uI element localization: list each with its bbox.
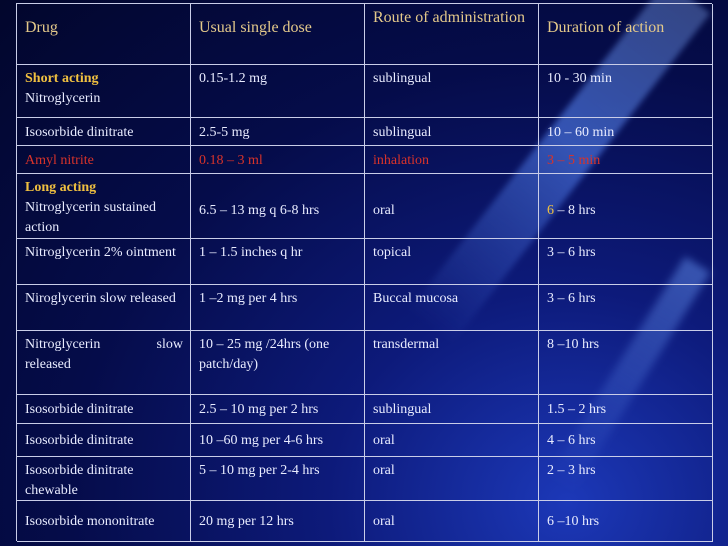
cell-drug: Long acting Nitroglycerin sustained acti… bbox=[17, 174, 191, 239]
header-dose: Usual single dose bbox=[191, 4, 365, 65]
cell-dose: 0.15-1.2 mg bbox=[191, 65, 365, 118]
cell-drug: Nitroglycerin 2% ointment bbox=[17, 239, 191, 285]
cell-route: oral bbox=[365, 501, 539, 542]
header-duration: Duration of action bbox=[539, 4, 713, 65]
cell-dose: 2.5-5 mg bbox=[191, 118, 365, 146]
cell-route: sublingual bbox=[365, 395, 539, 424]
cell-duration: 10 – 60 min bbox=[539, 118, 713, 146]
cell-duration: 1.5 – 2 hrs bbox=[539, 395, 713, 424]
cell-dose: 20 mg per 12 hrs bbox=[191, 501, 365, 542]
cell-drug: Amyl nitrite bbox=[17, 146, 191, 174]
cell-route: topical bbox=[365, 239, 539, 285]
drug-name: Nitroglycerin sustained action bbox=[25, 200, 157, 235]
cell-drug: Niroglycerin slow released bbox=[17, 285, 191, 331]
drug-table: Drug Usual single dose Route of administ… bbox=[16, 3, 713, 542]
header-route: Route of administration bbox=[365, 4, 539, 65]
cell-dose: 0.18 – 3 ml bbox=[191, 146, 365, 174]
cell-route: transdermal bbox=[365, 331, 539, 395]
cell-drug: Isosorbide mononitrate bbox=[17, 501, 191, 542]
drug-line-1-right: slow bbox=[156, 337, 183, 352]
cell-duration: 3 – 6 hrs bbox=[539, 285, 713, 331]
cell-dose: 10 –60 mg per 4-6 hrs bbox=[191, 424, 365, 457]
cell-duration: 6 –10 hrs bbox=[539, 501, 713, 542]
drug-line-1: Nitroglycerin slow bbox=[25, 335, 183, 355]
cell-dose: 6.5 – 13 mg q 6-8 hrs bbox=[191, 174, 365, 239]
cell-route: sublingual bbox=[365, 118, 539, 146]
cell-duration: 2 – 3 hrs bbox=[539, 457, 713, 501]
header-drug: Drug bbox=[17, 4, 191, 65]
cell-route: inhalation bbox=[365, 146, 539, 174]
duration-rest: – 8 hrs bbox=[554, 203, 596, 218]
cell-duration: 6 – 8 hrs bbox=[539, 174, 713, 239]
duration-prefix: 6 bbox=[547, 203, 554, 218]
cell-dose: 5 – 10 mg per 2-4 hrs bbox=[191, 457, 365, 501]
cell-route: oral bbox=[365, 174, 539, 239]
drug-name: Nitroglycerin bbox=[25, 91, 101, 106]
cell-drug: Isosorbide dinitrate bbox=[17, 424, 191, 457]
drug-line-2: released bbox=[25, 357, 71, 372]
cell-drug: Isosorbide dinitrate bbox=[17, 395, 191, 424]
cell-route: sublingual bbox=[365, 65, 539, 118]
cell-dose: 10 – 25 mg /24hrs (one patch/day) bbox=[191, 331, 365, 395]
cell-drug: Isosorbide dinitrate bbox=[17, 118, 191, 146]
cell-duration: 3 – 5 min bbox=[539, 146, 713, 174]
cell-dose: 2.5 – 10 mg per 2 hrs bbox=[191, 395, 365, 424]
cell-drug: Isosorbide dinitrate chewable bbox=[17, 457, 191, 501]
drug-line-1-left: Nitroglycerin bbox=[25, 337, 101, 352]
cell-duration: 10 - 30 min bbox=[539, 65, 713, 118]
cell-dose: 1 –2 mg per 4 hrs bbox=[191, 285, 365, 331]
cell-duration: 8 –10 hrs bbox=[539, 331, 713, 395]
cell-route: Buccal mucosa bbox=[365, 285, 539, 331]
cell-route: oral bbox=[365, 457, 539, 501]
section-label-long-acting: Long acting bbox=[25, 180, 97, 195]
cell-drug: Nitroglycerin slow released bbox=[17, 331, 191, 395]
cell-drug: Short acting Nitroglycerin bbox=[17, 65, 191, 118]
cell-route: oral bbox=[365, 424, 539, 457]
section-label-short-acting: Short acting bbox=[25, 71, 99, 86]
cell-duration: 3 – 6 hrs bbox=[539, 239, 713, 285]
cell-dose: 1 – 1.5 inches q hr bbox=[191, 239, 365, 285]
cell-duration: 4 – 6 hrs bbox=[539, 424, 713, 457]
